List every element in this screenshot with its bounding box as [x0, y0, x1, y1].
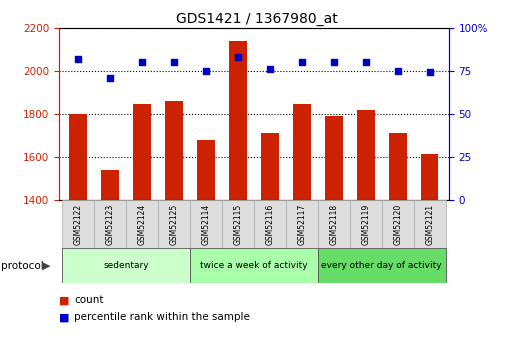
Text: GSM52118: GSM52118 [329, 204, 339, 245]
Text: GSM52125: GSM52125 [169, 204, 179, 245]
Text: GSM52115: GSM52115 [233, 204, 243, 245]
Bar [413, 200, 446, 248]
Bar [197, 140, 215, 200]
Bar [421, 154, 439, 200]
Point [393, 68, 402, 73]
Text: every other day of activity: every other day of activity [322, 261, 442, 270]
Point [202, 68, 210, 73]
Text: twice a week of activity: twice a week of activity [200, 261, 308, 270]
Point [138, 59, 146, 65]
Point [330, 59, 338, 65]
Text: percentile rank within the sample: percentile rank within the sample [74, 313, 250, 322]
Bar [133, 104, 151, 200]
Bar [254, 200, 286, 248]
Bar [165, 101, 183, 200]
Text: count: count [74, 295, 104, 305]
Bar [357, 110, 374, 200]
Text: protocol: protocol [1, 261, 44, 270]
Bar [229, 41, 247, 200]
Text: GSM52121: GSM52121 [425, 204, 434, 245]
Bar [382, 200, 413, 248]
Point [362, 59, 370, 65]
Bar [126, 200, 158, 248]
Bar [286, 200, 318, 248]
Bar [389, 133, 406, 200]
Point [170, 59, 178, 65]
Bar [69, 114, 87, 200]
Bar [94, 200, 126, 248]
Point [426, 70, 434, 75]
Bar [62, 248, 190, 283]
Bar [318, 200, 350, 248]
Text: GSM52114: GSM52114 [202, 204, 210, 245]
Text: GSM52122: GSM52122 [74, 204, 83, 245]
Text: GSM52117: GSM52117 [298, 204, 306, 245]
Text: ■: ■ [59, 295, 69, 305]
Point [74, 56, 82, 61]
Point [106, 75, 114, 80]
Text: GSM52119: GSM52119 [361, 204, 370, 245]
Bar [102, 170, 119, 200]
Point [298, 59, 306, 65]
Text: GSM52116: GSM52116 [265, 204, 274, 245]
Bar [293, 104, 311, 200]
Text: GDS1421 / 1367980_at: GDS1421 / 1367980_at [175, 12, 338, 26]
Bar [190, 248, 318, 283]
Text: GSM52123: GSM52123 [106, 204, 114, 245]
Text: ▶: ▶ [42, 261, 50, 270]
Point [266, 66, 274, 72]
Bar [350, 200, 382, 248]
Text: sedentary: sedentary [103, 261, 149, 270]
Bar [62, 200, 94, 248]
Bar [190, 200, 222, 248]
Bar [325, 116, 343, 200]
Bar [318, 248, 446, 283]
Text: ■: ■ [59, 313, 69, 322]
Point [234, 54, 242, 60]
Text: GSM52124: GSM52124 [137, 204, 147, 245]
Text: GSM52120: GSM52120 [393, 204, 402, 245]
Bar [222, 200, 254, 248]
Bar [261, 133, 279, 200]
Bar [158, 200, 190, 248]
